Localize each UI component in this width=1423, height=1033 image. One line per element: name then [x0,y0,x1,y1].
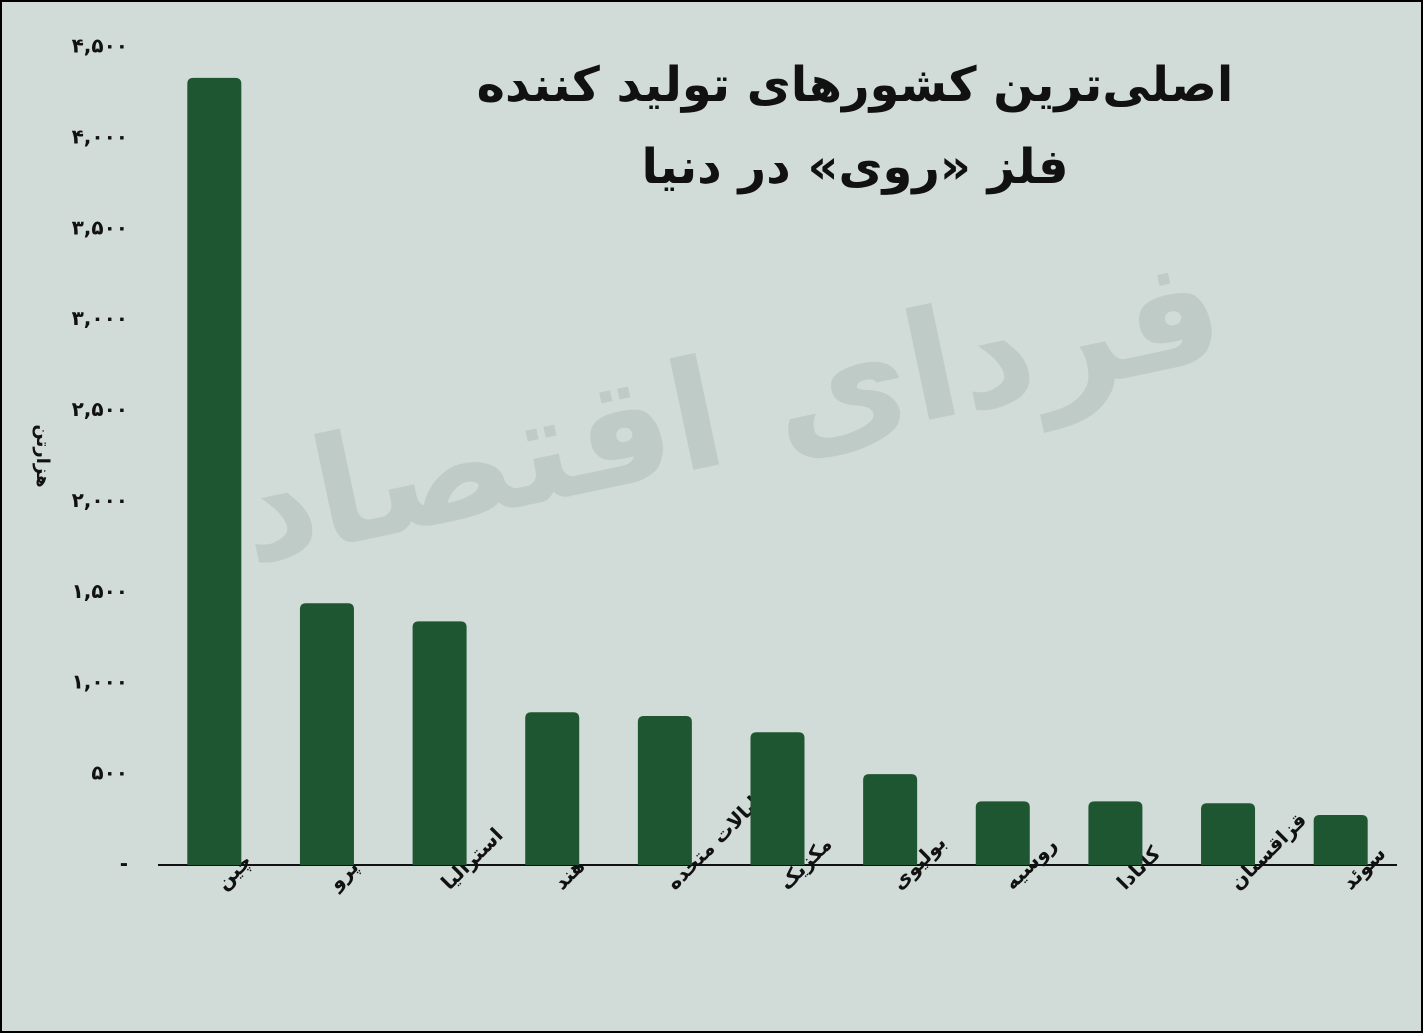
y-tick-label: ۲,۰۰۰ [72,488,128,512]
y-tick-label: ۳,۰۰۰ [72,306,128,330]
bar [637,715,692,865]
bar [187,77,242,865]
bar [1201,803,1256,865]
y-tick-label: ۱,۰۰۰ [72,670,128,694]
y-tick-label: ۱,۵۰۰ [72,579,128,603]
bar [975,801,1030,865]
y-tick-label: ۴,۵۰۰ [72,34,128,58]
y-tick-label: ۴,۰۰۰ [72,124,128,148]
y-tick-label: ۳,۵۰۰ [72,215,128,239]
y-tick-label: ۵۰۰ [91,761,128,785]
y-axis-label: هزارتن [32,424,53,487]
chart-title: فلز «روی» در دنیا [641,139,1068,195]
bar [299,603,354,865]
bar [750,732,805,865]
bar [1088,801,1143,865]
bar [412,621,467,865]
bar [1313,815,1368,865]
bar [863,774,918,865]
y-tick-label: - [120,852,128,876]
chart-title: اصلی‌ترین کشورهای تولید کننده [477,57,1234,113]
y-tick-label: ۲,۵۰۰ [72,397,128,421]
bar [525,712,580,865]
